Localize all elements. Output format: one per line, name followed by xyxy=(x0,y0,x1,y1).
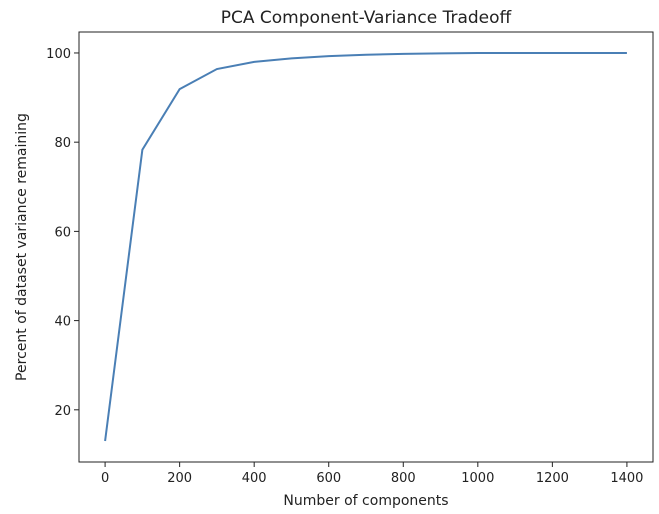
x-tick-label: 600 xyxy=(316,471,341,486)
y-tick-label: 100 xyxy=(46,47,71,62)
plot-frame xyxy=(78,31,654,463)
data-line xyxy=(104,51,627,442)
y-tick-label: 80 xyxy=(54,136,71,151)
y-axis-label: Percent of dataset variance remaining xyxy=(14,113,30,381)
y-tick-label: 40 xyxy=(54,315,71,330)
x-tick-label: 1400 xyxy=(610,471,643,486)
y-tick-label: 20 xyxy=(54,404,71,419)
x-tick-label: 800 xyxy=(391,471,416,486)
x-tick-label: 1200 xyxy=(536,471,569,486)
x-tick-label: 200 xyxy=(167,471,192,486)
x-tick-label: 0 xyxy=(101,471,109,486)
y-tick-label: 60 xyxy=(54,225,71,240)
chart-title: PCA Component-Variance Tradeoff xyxy=(221,8,513,28)
x-tick-label: 1000 xyxy=(461,471,494,486)
x-tick-label: 400 xyxy=(242,471,267,486)
x-axis-label: Number of components xyxy=(283,493,448,509)
